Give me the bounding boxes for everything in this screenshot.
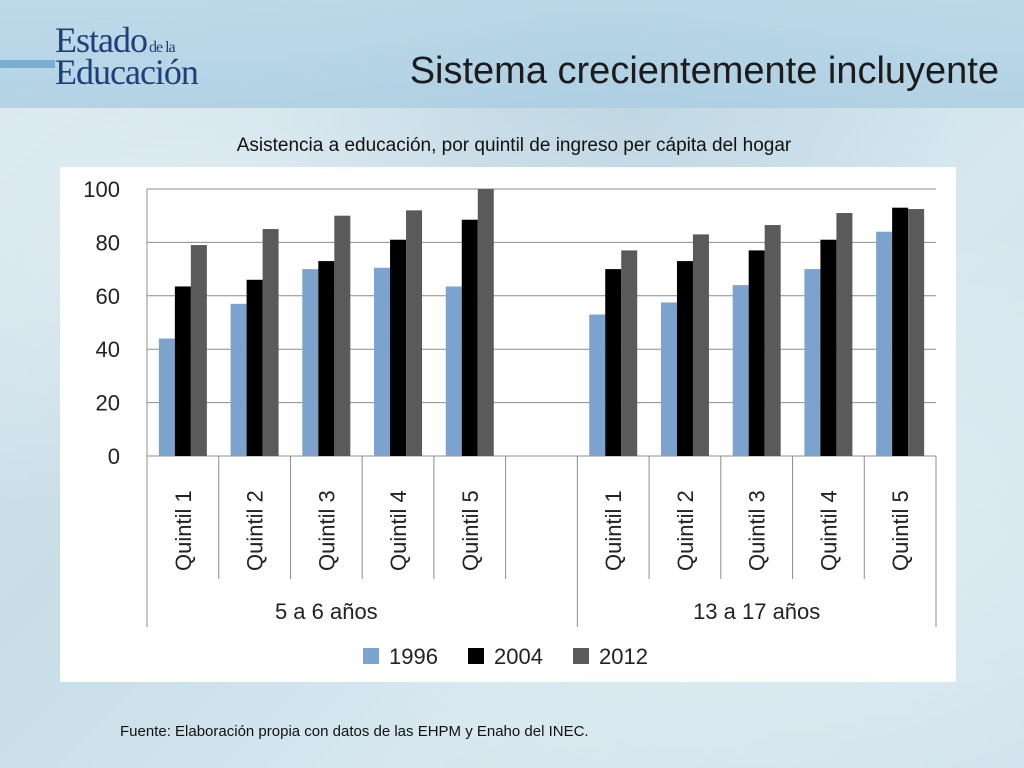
y-tick-label: 0 [108,444,120,469]
bar [390,239,407,456]
x-tick-label: Quintil 3 [745,490,770,571]
bar [820,239,837,456]
legend-label: 1996 [389,644,438,669]
bar [892,207,909,456]
bar [246,279,263,456]
bar [461,219,478,456]
x-tick-label: Quintil 2 [243,490,268,571]
bar [230,303,247,456]
x-tick-label: Quintil 1 [171,490,196,571]
bar [190,245,207,456]
bar [318,261,335,456]
bar [732,285,749,456]
legend-label: 2012 [599,644,648,669]
legend-label: 2004 [494,644,543,669]
logo-word-2: Educación [55,52,199,92]
y-tick-label: 80 [96,230,120,255]
logo-word-1: Estado [55,20,148,60]
slide-title: Sistema crecientemente incluyente [409,50,999,92]
bar [660,302,677,456]
bar-chart: 0 20 40 60 80 100 Quintil 1 Quintil 2 Quintil 3 Q… [83,177,937,669]
logo-word-small: de la [148,39,176,56]
bar [158,338,175,456]
bar [589,314,606,456]
chart-title-text: Asistencia a educación, por quintil de i… [236,135,792,156]
x-tick-label: Quintil 1 [601,490,626,571]
x-tick-label: Quintil 2 [673,490,698,571]
x-tick-label: Quintil 5 [458,490,483,571]
bar [605,269,622,456]
bar [692,234,709,456]
x-tick-label: Quintil 3 [314,490,339,571]
chart-title: Asistencia a educación, por quintil de i… [0,135,1024,157]
legend-swatch [573,648,589,664]
bar [262,229,279,456]
source-note: Fuente: Elaboración propia con datos de … [120,723,589,740]
y-tick-label: 40 [96,337,120,362]
group-label: 5 a 6 años [275,599,378,624]
bar [764,225,781,456]
header-band [0,0,1024,108]
bar [445,286,462,456]
bar [477,189,494,456]
y-tick-label: 60 [96,284,120,309]
x-tick-label: Quintil 4 [816,490,841,571]
bar [748,250,765,456]
group-label: 13 a 17 años [693,599,820,624]
bar [676,261,693,456]
x-tick-label: Quintil 5 [888,490,913,571]
logo-accent-bar [0,60,55,68]
bar [621,250,638,456]
bar [334,215,351,456]
y-tick-label: 100 [83,177,120,202]
logo: Estado de la Educación [55,20,199,92]
bar [406,210,423,456]
bar [174,286,191,456]
bar [374,267,391,456]
legend-swatch [468,648,484,664]
bar [836,213,853,456]
chart-panel: 0 20 40 60 80 100 Quintil 1 Quintil 2 Quintil 3 Q… [60,167,956,682]
bar [302,269,319,456]
y-tick-label: 20 [96,391,120,416]
legend-swatch [363,648,379,664]
bar [908,209,925,456]
x-tick-label: Quintil 4 [386,490,411,571]
bar [804,269,821,456]
bar [876,231,893,456]
